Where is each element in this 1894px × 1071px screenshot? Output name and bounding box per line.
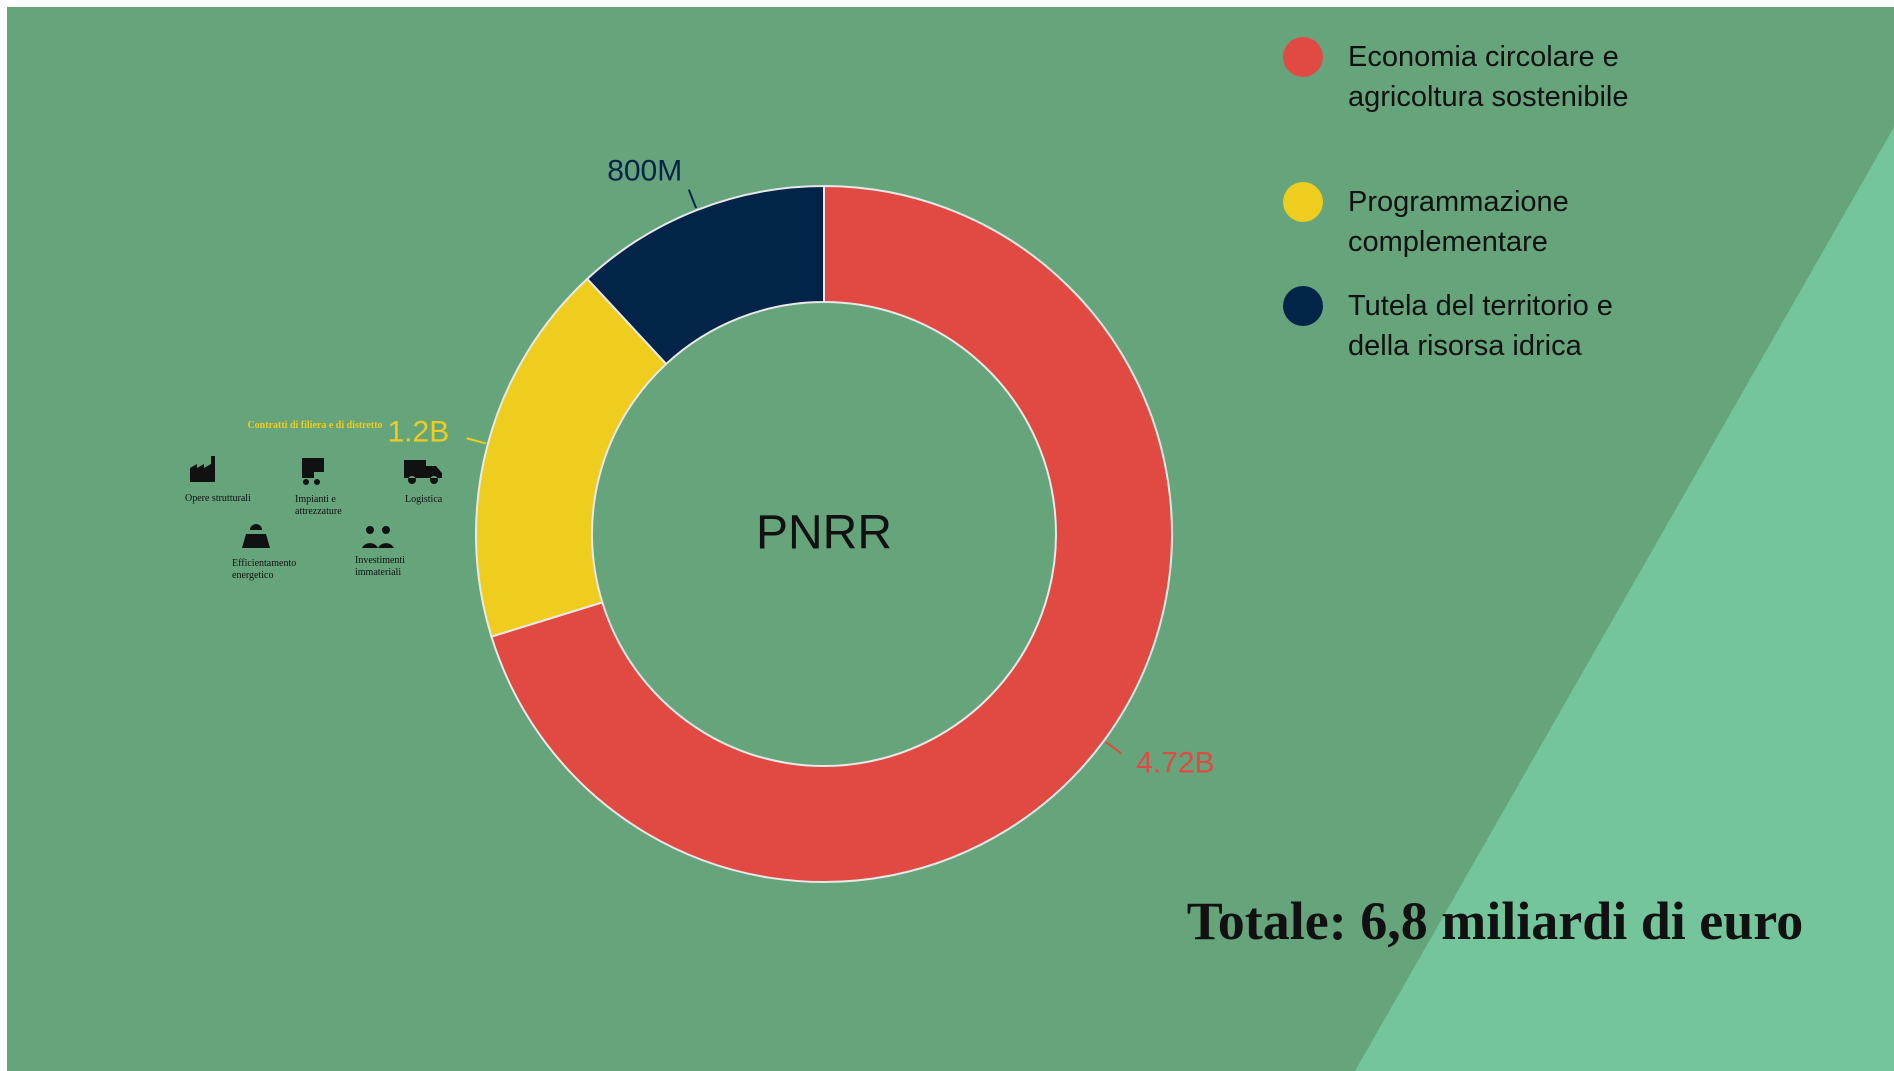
icon-label: Impianti e attrezzature	[295, 494, 342, 517]
legend-swatch	[1283, 286, 1323, 326]
data-label: 1.2B	[388, 416, 450, 449]
icon-solar	[242, 524, 270, 548]
center-label: PNRR	[756, 507, 892, 560]
legend-swatch	[1283, 182, 1323, 222]
legend-label: Tutela del territorio e della risorsa id…	[1348, 290, 1613, 362]
data-label: 800M	[607, 155, 682, 188]
infobox-title: Contratti di filiera e di distretto	[247, 420, 383, 431]
legend-swatch	[1283, 37, 1323, 77]
leader-line	[1105, 741, 1123, 755]
icon-truck	[404, 460, 442, 484]
donut-segment	[585, 184, 825, 366]
icon-label: Efficientamento energetico	[232, 558, 297, 581]
leader-line	[687, 189, 698, 209]
donut-segment	[475, 277, 668, 638]
icon-factory	[190, 456, 215, 482]
total-annotation: Totale: 6,8 miliardi di euro	[1186, 891, 1804, 951]
leader-line	[466, 437, 487, 445]
icon-label: Opere strutturali	[185, 493, 251, 504]
legend-label: Programmazione complementare	[1348, 186, 1569, 258]
icon-equipment	[302, 458, 324, 485]
icon-people	[362, 526, 394, 548]
icon-label: Investimenti immateriali	[355, 555, 405, 578]
icon-label: Logistica	[405, 494, 443, 505]
data-label: 4.72B	[1136, 746, 1214, 779]
icons	[190, 456, 442, 548]
background-shape	[1355, 127, 1894, 1071]
legend-label: Economia circolare e agricoltura sosteni…	[1348, 41, 1629, 113]
donut-segment	[490, 184, 1173, 883]
